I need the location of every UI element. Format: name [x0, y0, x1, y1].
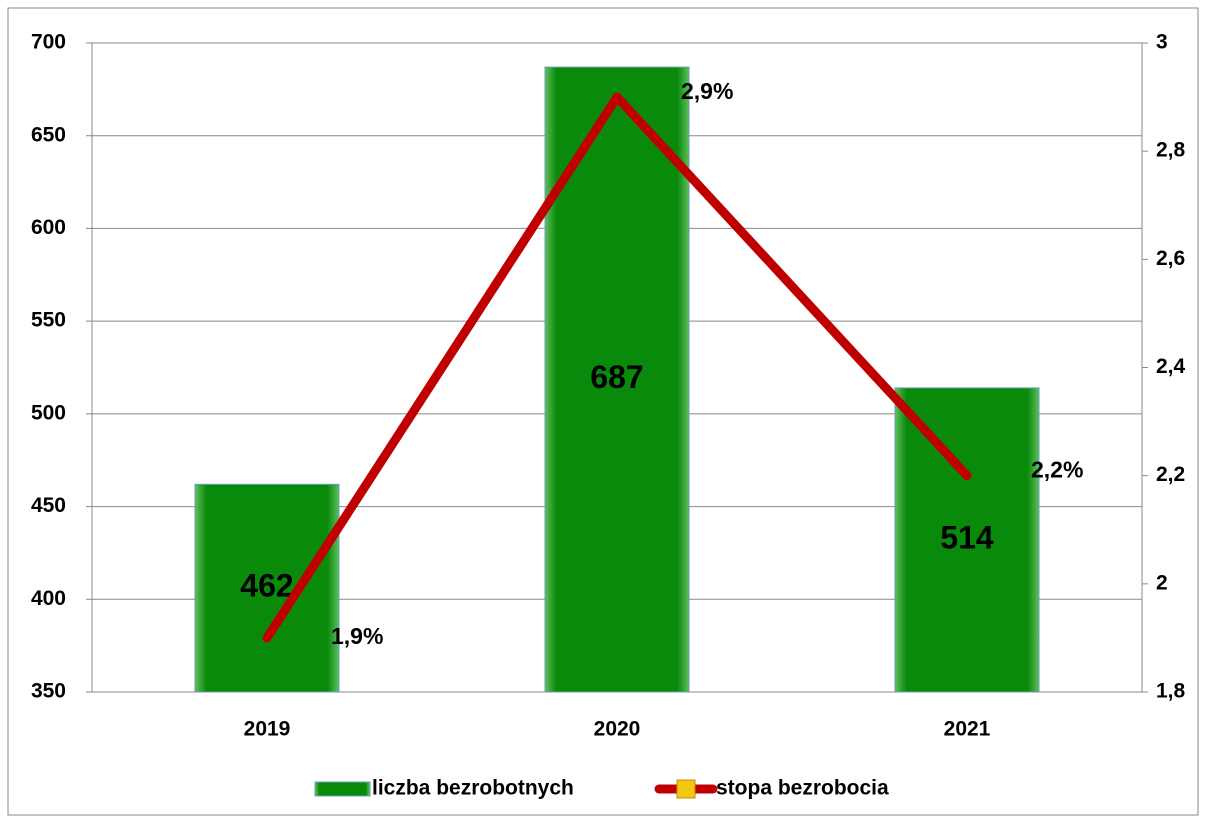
legend-label: liczba bezrobotnych: [372, 777, 574, 800]
x-tick-label: 2020: [594, 718, 641, 741]
y2-tick-label: 2,2: [1156, 463, 1185, 486]
y2-tick-label: 3: [1156, 31, 1168, 54]
line-value-label: 2,9%: [681, 78, 733, 104]
y2-tick-label: 2,4: [1156, 355, 1186, 378]
y-tick-label: 350: [31, 680, 66, 703]
y-tick-label: 600: [31, 216, 66, 239]
legend-swatch: [314, 781, 371, 797]
y-tick-label: 400: [31, 587, 66, 610]
line-value-label: 1,9%: [331, 623, 383, 649]
bar: [194, 483, 340, 693]
legend-label: stopa bezrobocia: [716, 777, 889, 800]
y-tick-label: 650: [31, 123, 66, 146]
bar-value-label: 462: [240, 568, 293, 604]
bar-value-label: 687: [590, 359, 643, 395]
bar: [894, 387, 1040, 693]
x-tick-label: 2019: [244, 718, 291, 741]
y2-tick-label: 2,8: [1156, 139, 1186, 162]
legend-marker: [676, 779, 696, 799]
y-tick-label: 550: [31, 309, 66, 332]
y-tick-label: 700: [31, 31, 66, 54]
bar-value-label: 514: [940, 519, 994, 555]
y-tick-label: 450: [31, 494, 66, 517]
x-tick-label: 2021: [944, 718, 991, 741]
line-value-label: 2,2%: [1031, 457, 1083, 483]
y2-tick-label: 2: [1156, 571, 1168, 594]
y2-tick-label: 1,8: [1156, 680, 1186, 703]
y2-tick-label: 2,6: [1156, 247, 1185, 270]
y-tick-label: 500: [31, 401, 66, 424]
line: [262, 92, 972, 643]
